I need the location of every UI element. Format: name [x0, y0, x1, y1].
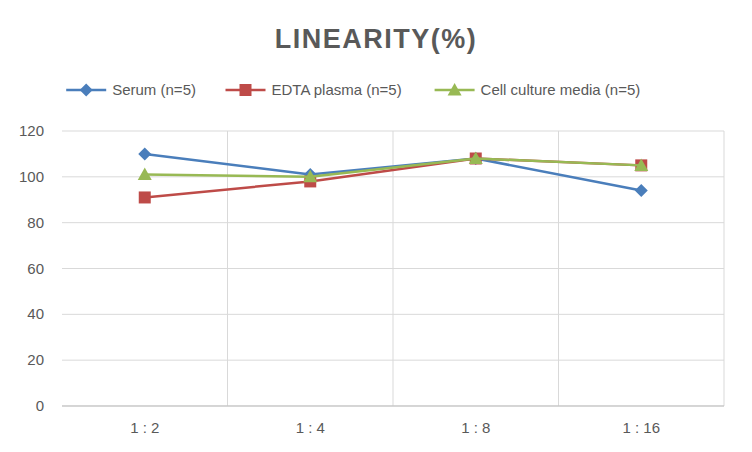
marker: [303, 170, 317, 183]
x-tick-label: 1 : 2: [130, 419, 159, 436]
legend-label: Cell culture media (n=5): [481, 81, 641, 98]
legend-label: EDTA plasma (n=5): [272, 81, 402, 98]
legend-marker: [240, 84, 252, 96]
series-line: [145, 154, 642, 191]
legend-label: Serum (n=5): [112, 81, 196, 98]
grid-line: [62, 406, 724, 407]
legend-marker: [80, 84, 93, 97]
category-grid-line: [724, 131, 725, 406]
y-tick-label: 80: [27, 214, 44, 231]
series-line: [145, 159, 642, 177]
marker: [139, 191, 151, 203]
y-tick-label: 40: [27, 305, 44, 322]
y-tick-label: 120: [19, 122, 44, 139]
marker: [138, 168, 152, 181]
title: LINEARITY(%): [275, 24, 478, 54]
marker: [138, 147, 151, 160]
y-tick-label: 100: [19, 168, 44, 185]
x-axis: [62, 406, 724, 407]
chart: LINEARITY(%) 0 20 40 60 80 100 120 1 : 2 1 : 4 1 :…: [0, 0, 752, 452]
marker: [635, 184, 648, 197]
marker: [469, 152, 483, 165]
x-tick-label: 1 : 16: [622, 419, 660, 436]
y-tick-label: 0: [36, 397, 44, 414]
plot-area: [138, 147, 649, 203]
category-grid-line: [393, 131, 394, 406]
category-grid-line: [227, 131, 228, 406]
background: [0, 0, 752, 452]
legend-marker: [448, 83, 462, 96]
legend: Serum (n=5) EDTA plasma (n=5) Cell culture…: [66, 81, 640, 98]
y-tick-label: 60: [27, 260, 44, 277]
y-tick-label: 20: [27, 351, 44, 368]
marker: [634, 158, 648, 171]
series-line: [145, 159, 642, 198]
x-tick-label: 1 : 8: [461, 419, 490, 436]
x-tick-label: 1 : 4: [296, 419, 325, 436]
category-grid-line: [558, 131, 559, 406]
